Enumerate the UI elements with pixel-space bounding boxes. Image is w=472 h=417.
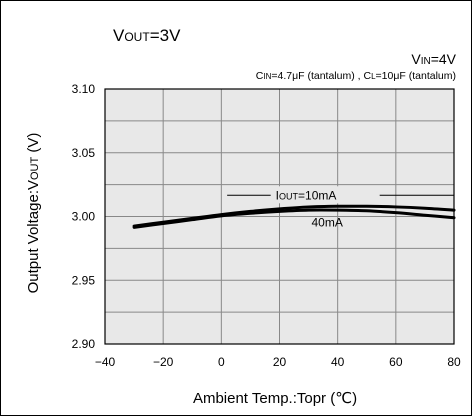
y-tick-label: 2.90: [72, 337, 96, 351]
x-tick-label: −20: [153, 355, 174, 369]
x-tick-label: 0: [218, 355, 225, 369]
x-tick-label: 60: [389, 355, 403, 369]
y-axis-label: Output Voltage:VOUT (V): [25, 133, 42, 294]
x-tick-label: 20: [273, 355, 287, 369]
annotation-label-40ma: 40mA: [311, 216, 342, 230]
annotation-bg: [271, 186, 380, 204]
annotation-label-10ma: IOUT=10mA: [276, 188, 337, 202]
series-line-2: [132, 208, 456, 229]
y-tick-label: 3.00: [72, 210, 96, 224]
chart-title: VOUT=3V: [113, 26, 181, 45]
x-tick-label: −40: [95, 355, 116, 369]
series-group: [132, 204, 456, 229]
y-tick-label: 2.95: [72, 273, 96, 287]
y-tick-labels: 2.90 2.95 3.00 3.05 3.10: [72, 82, 96, 351]
condition-vin: VIN=4V: [411, 51, 456, 67]
x-tick-label: 80: [447, 355, 461, 369]
x-tick-labels: −40 −20 0 20 40 60 80: [95, 355, 461, 369]
annotations: IOUT=10mA 40mA: [227, 186, 454, 230]
x-tick-label: 40: [331, 355, 345, 369]
y-tick-label: 3.10: [72, 82, 96, 96]
y-tick-label: 3.05: [72, 146, 96, 160]
condition-caps: CIN=4.7μF (tantalum) , CL=10μF (tantalum…: [256, 70, 456, 82]
x-axis-label: Ambient Temp.:Topr (℃): [193, 390, 357, 407]
